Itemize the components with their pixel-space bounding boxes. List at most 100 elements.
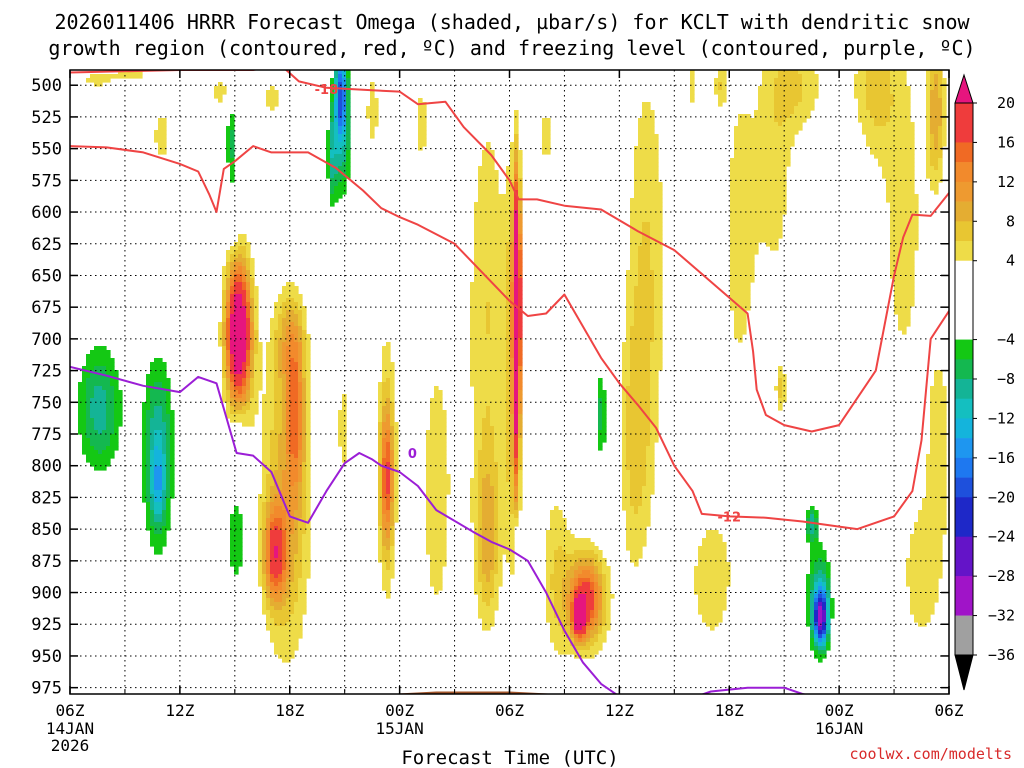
omega-cell xyxy=(298,590,307,595)
omega-cell xyxy=(814,538,819,543)
omega-cell xyxy=(166,502,171,507)
omega-cell xyxy=(590,622,595,627)
omega-cell xyxy=(514,302,519,307)
omega-cell xyxy=(346,114,351,119)
omega-cell xyxy=(230,526,243,531)
omega-cell xyxy=(482,482,491,487)
omega-cell xyxy=(602,594,607,599)
omega-cell xyxy=(378,406,383,411)
omega-cell xyxy=(590,634,595,639)
omega-cell xyxy=(226,382,231,387)
omega-cell xyxy=(926,494,947,499)
omega-cell xyxy=(390,566,395,571)
omega-cell xyxy=(286,410,291,415)
omega-cell xyxy=(270,526,275,531)
omega-cell xyxy=(386,506,391,511)
omega-cell xyxy=(478,506,483,511)
omega-cell xyxy=(930,106,943,111)
omega-cell xyxy=(934,378,943,383)
omega-cell xyxy=(826,598,831,603)
omega-cell xyxy=(730,278,755,283)
omega-cell xyxy=(250,310,255,315)
omega-cell xyxy=(282,586,287,591)
omega-cell xyxy=(510,386,515,391)
omega-cell xyxy=(94,366,107,371)
omega-cell xyxy=(514,234,519,239)
omega-cell xyxy=(302,486,307,491)
omega-cell xyxy=(282,366,287,371)
omega-cell xyxy=(574,570,583,575)
omega-cell xyxy=(306,450,311,455)
omega-cell xyxy=(286,546,291,551)
omega-cell xyxy=(86,386,95,391)
omega-cell xyxy=(926,458,947,463)
omega-cell xyxy=(470,294,507,299)
omega-cell xyxy=(382,574,395,579)
omega-cell xyxy=(514,154,519,159)
omega-cell xyxy=(514,406,519,411)
omega-cell xyxy=(302,574,311,579)
omega-cell xyxy=(622,422,627,427)
omega-cell xyxy=(142,486,147,491)
omega-cell xyxy=(430,422,447,427)
omega-cell xyxy=(94,82,103,87)
omega-cell xyxy=(230,514,243,519)
omega-cell xyxy=(518,282,523,287)
omega-cell xyxy=(382,558,391,563)
omega-cell xyxy=(230,546,243,551)
omega-cell xyxy=(234,302,243,307)
omega-cell xyxy=(510,254,515,259)
omega-cell xyxy=(270,318,279,323)
omega-cell xyxy=(286,554,291,559)
omega-cell xyxy=(814,646,819,651)
omega-cell xyxy=(830,598,835,603)
omega-cell xyxy=(258,530,263,535)
omega-cell xyxy=(506,466,515,471)
omega-cell xyxy=(490,474,499,479)
omega-cell xyxy=(802,86,819,91)
omega-cell xyxy=(822,638,827,643)
omega-cell xyxy=(342,402,347,407)
x-tick-sublabel: 2026 xyxy=(51,736,90,755)
omega-cell xyxy=(262,578,267,583)
omega-cell xyxy=(926,78,931,83)
omega-cell xyxy=(774,86,803,91)
omega-cell xyxy=(246,350,251,355)
omega-cell xyxy=(910,554,943,559)
omega-cell xyxy=(282,326,287,331)
omega-cell xyxy=(486,302,491,307)
omega-cell xyxy=(298,338,303,343)
omega-cell xyxy=(634,298,655,303)
omega-cell xyxy=(246,270,251,275)
omega-cell xyxy=(474,530,479,535)
omega-cell xyxy=(258,558,263,563)
omega-cell xyxy=(330,78,335,83)
omega-cell xyxy=(494,426,507,431)
omega-cell xyxy=(294,522,299,527)
colorbar-label: 16 xyxy=(997,133,1015,151)
omega-cell xyxy=(382,446,387,451)
omega-cell xyxy=(570,630,575,635)
omega-cell xyxy=(470,314,487,319)
omega-cell xyxy=(942,106,947,111)
omega-cell xyxy=(346,154,351,159)
omega-cell xyxy=(230,326,247,331)
omega-cell xyxy=(602,578,607,583)
omega-cell xyxy=(270,542,283,547)
omega-cell xyxy=(298,526,307,531)
omega-cell xyxy=(390,394,395,399)
omega-cell xyxy=(378,390,383,395)
omega-cell xyxy=(926,98,931,103)
omega-cell xyxy=(86,454,115,459)
omega-cell xyxy=(298,534,303,539)
omega-cell xyxy=(890,118,911,123)
omega-cell xyxy=(654,314,663,319)
omega-cell xyxy=(642,242,651,247)
omega-cell xyxy=(230,282,235,287)
omega-cell xyxy=(494,506,499,511)
omega-cell xyxy=(274,554,279,559)
colorbar-label: 8 xyxy=(1006,212,1015,230)
omega-cell xyxy=(498,478,507,483)
omega-cell xyxy=(266,530,271,535)
omega-cell xyxy=(482,534,495,539)
